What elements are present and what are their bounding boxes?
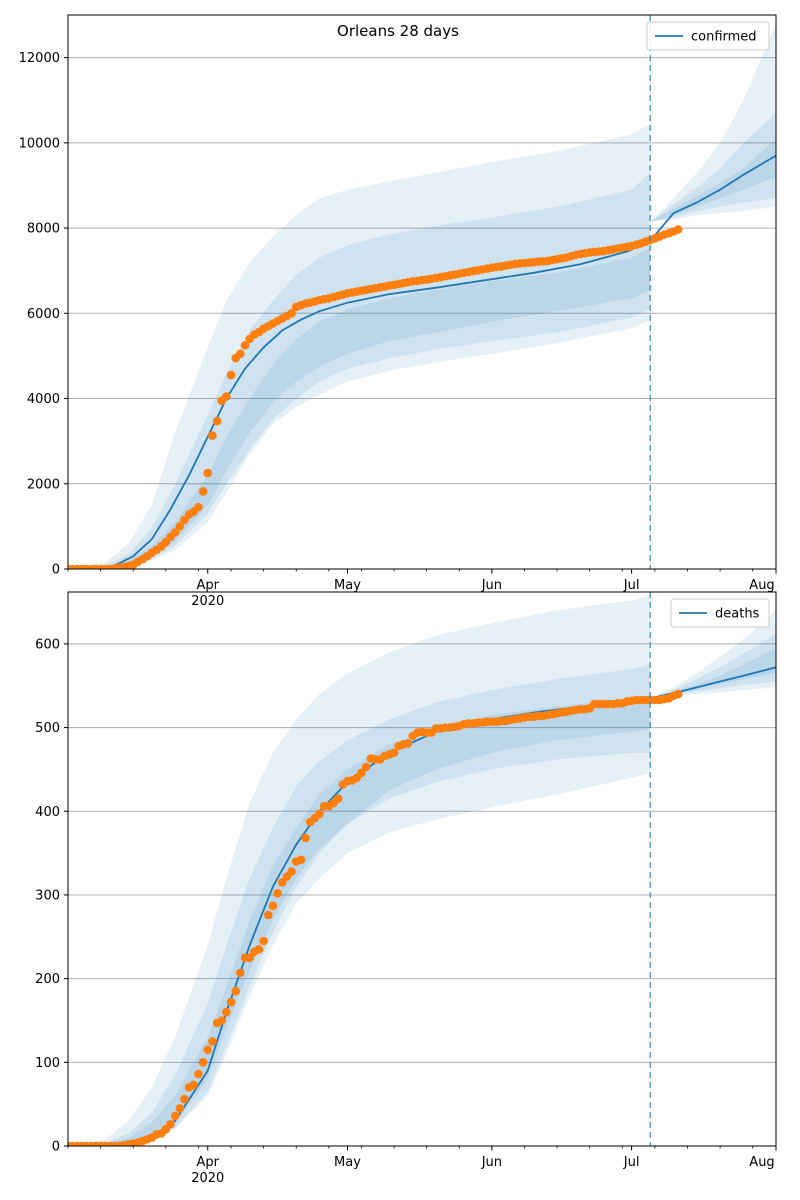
x-tick-sublabel: 2020 [191, 1171, 224, 1186]
outer-band [68, 595, 651, 1146]
y-tick-label: 200 [35, 972, 60, 987]
figure-title: Orleans 28 days [337, 22, 459, 40]
observed-point [226, 997, 236, 1007]
observed-point [240, 341, 250, 350]
observed-point [175, 1104, 185, 1113]
axes-frame [67, 14, 777, 570]
y-tick-label: 300 [35, 888, 60, 903]
observed-point [231, 986, 240, 996]
observed-point [245, 953, 254, 962]
observed-point [315, 809, 324, 819]
x-tick-sublabel: 2020 [191, 594, 224, 609]
observed-point [236, 968, 245, 978]
x-tick-label: Apr [196, 578, 219, 593]
legend: confirmed [646, 21, 770, 51]
observed-point [170, 528, 180, 537]
legend-label: confirmed [691, 30, 757, 45]
observed-point [203, 1045, 212, 1055]
observed-point [180, 1094, 189, 1104]
observed-point [389, 748, 399, 757]
forecast-mid-band [650, 633, 776, 699]
x-tick-label: Aug [749, 578, 774, 593]
x-tick-label: Aug [749, 1155, 774, 1170]
observed-point [203, 468, 212, 478]
observed-point [273, 889, 282, 898]
observed-point [166, 1119, 175, 1129]
observed-point [268, 901, 278, 911]
observed-point [254, 945, 264, 954]
median-line [68, 154, 776, 569]
y-tick-label: 4000 [27, 392, 60, 407]
y-tick-label: 10000 [19, 136, 60, 151]
mid-band [68, 664, 651, 1146]
observed-point [198, 1058, 208, 1067]
y-tick-label: 600 [35, 637, 60, 652]
axes-frame [67, 591, 777, 1147]
plot-area [68, 595, 776, 1146]
observed-point [208, 1037, 217, 1046]
legend: deaths [670, 598, 770, 628]
observed-point [278, 878, 287, 887]
observed-point [673, 225, 683, 234]
observed-point [296, 855, 306, 865]
observed-point [333, 794, 343, 803]
observed-point [222, 392, 231, 401]
x-tick-label: Apr [196, 1155, 219, 1170]
legend-box [646, 21, 770, 51]
forecast-inner-band [650, 138, 776, 222]
y-tick-label: 100 [35, 1056, 60, 1071]
outer-band [68, 123, 651, 569]
y-tick-label: 2000 [27, 477, 60, 492]
x-tick-label: Jun [481, 1155, 502, 1170]
observed-point [361, 762, 371, 772]
observed-point [194, 502, 203, 512]
y-tick-label: 0 [52, 563, 60, 578]
observed-point [194, 1069, 203, 1079]
y-tick-label: 400 [35, 805, 60, 820]
observed-point [208, 431, 217, 440]
observed-point [212, 416, 222, 426]
y-tick-label: 0 [52, 1140, 60, 1155]
x-tick-label: Jul [623, 1155, 640, 1170]
forecast-mid-band [650, 113, 776, 222]
legend-box [670, 598, 770, 628]
observed-point [175, 522, 185, 531]
observed-point [198, 487, 208, 496]
observed-point [287, 867, 296, 876]
inner-band [68, 695, 651, 1146]
observed-point [189, 1080, 199, 1090]
x-tick-label: May [334, 1155, 361, 1170]
observed-point [226, 370, 236, 380]
y-tick-label: 6000 [27, 307, 60, 322]
observed-point [403, 739, 413, 748]
legend-label: deaths [715, 607, 760, 622]
forecast-outer-band [650, 23, 776, 222]
observed-point [259, 936, 268, 946]
y-tick-label: 500 [35, 721, 60, 736]
x-tick-label: Jun [481, 578, 502, 593]
observed-point [673, 689, 683, 699]
observed-point [264, 910, 273, 920]
observed-point [287, 309, 296, 318]
observed-point [170, 1111, 180, 1121]
inner-band [68, 247, 651, 569]
observed-point [222, 1007, 231, 1017]
x-tick-label: Jul [623, 578, 640, 593]
observed-point [357, 768, 366, 778]
y-tick-label: 8000 [27, 222, 60, 237]
plot-area [68, 23, 776, 569]
mid-band [68, 172, 651, 569]
observed-point [217, 1016, 226, 1025]
x-tick-label: May [334, 578, 361, 593]
observed-point [236, 349, 245, 359]
observed-point [301, 833, 310, 843]
y-tick-label: 12000 [19, 51, 60, 66]
